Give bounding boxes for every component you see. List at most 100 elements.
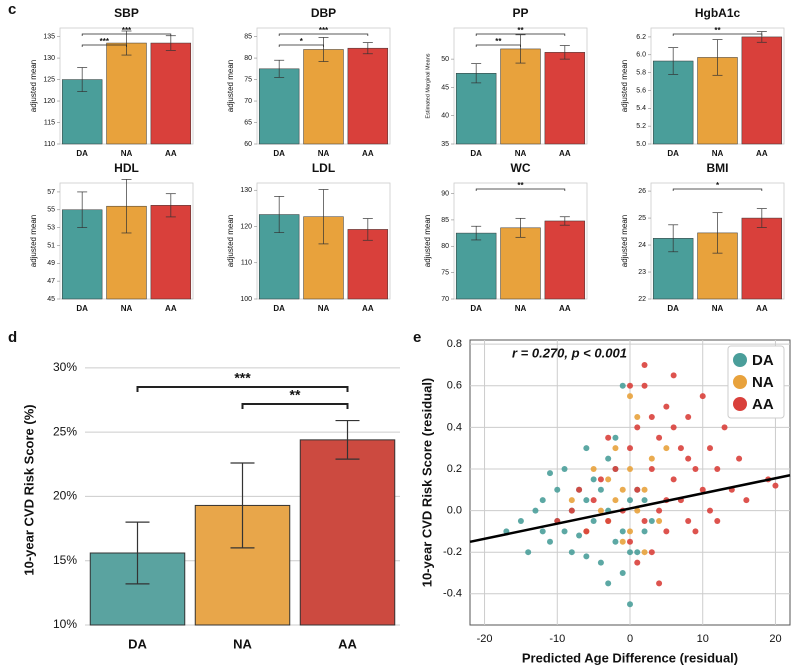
significance-label: *** [234, 370, 251, 386]
point [583, 553, 590, 560]
bar [500, 48, 541, 145]
point [641, 361, 648, 368]
y-tick-label: 25 [638, 215, 646, 222]
point [627, 382, 633, 389]
x-tick-label: 10 [697, 633, 709, 645]
y-tick-label: 5.4 [636, 105, 646, 112]
point [583, 497, 590, 504]
point [605, 517, 612, 524]
significance-label: *** [319, 26, 329, 35]
y-tick-label: 115 [44, 119, 55, 126]
point [627, 497, 633, 504]
point [721, 424, 728, 431]
point [561, 465, 568, 472]
point [627, 601, 633, 608]
point [612, 465, 619, 472]
bar [741, 217, 783, 300]
y-tick-label: 70 [244, 98, 252, 105]
significance-label: ** [495, 37, 502, 46]
point [597, 486, 604, 493]
x-tick-label: NA [318, 304, 330, 313]
bar [652, 60, 694, 145]
y-tick-label: 26 [638, 188, 646, 195]
x-tick-label: DA [76, 304, 88, 313]
chart-title: PP [512, 6, 528, 20]
y-tick-label: 45 [47, 296, 55, 303]
x-tick-label: NA [712, 304, 724, 313]
significance-label: ** [714, 26, 721, 35]
point [619, 569, 626, 576]
y-tick-label: 85 [244, 33, 252, 40]
y-tick-label: 5.6 [636, 87, 646, 94]
bar [106, 42, 147, 145]
x-tick-label: AA [165, 149, 177, 158]
x-tick-label: DA [273, 149, 285, 158]
legend-label: NA [752, 374, 774, 391]
x-tick-label: AA [756, 304, 768, 313]
point [619, 382, 626, 389]
y-tick-label: 6.0 [636, 52, 646, 59]
point [656, 507, 663, 514]
significance-label: * [300, 37, 304, 46]
y-tick-label: 85 [441, 217, 449, 224]
bar [652, 238, 694, 300]
significance-bracket [278, 44, 324, 47]
bar [455, 73, 497, 145]
point [539, 497, 546, 504]
x-tick-label: DA [667, 149, 679, 158]
point [576, 486, 583, 493]
point [612, 497, 619, 504]
x-tick-label: DA [128, 636, 147, 651]
chart-title: WC [511, 161, 531, 175]
significance-label: ** [517, 181, 524, 190]
bar [455, 232, 497, 300]
x-tick-label: NA [515, 304, 527, 313]
bar [347, 229, 389, 300]
bar [741, 36, 783, 145]
point [583, 528, 590, 535]
point [627, 538, 633, 545]
point [772, 482, 779, 489]
point [634, 486, 641, 493]
point [619, 486, 626, 493]
point [663, 528, 670, 535]
x-tick-label: NA [712, 149, 724, 158]
y-axis-label: adjusted mean [226, 60, 235, 112]
significance-label: ** [290, 387, 301, 403]
point [568, 497, 575, 504]
x-axis-label: Predicted Age Difference (residual) [522, 650, 738, 665]
point [590, 465, 597, 472]
y-axis-label: adjusted mean [620, 60, 629, 112]
significance-label: *** [100, 37, 110, 46]
point [612, 538, 619, 545]
y-tick-label: 47 [47, 278, 55, 285]
significance-label: *** [122, 26, 132, 35]
y-tick-label: 22 [638, 296, 646, 303]
y-tick-label: 5.2 [636, 123, 646, 130]
y-tick-label: -0.2 [443, 546, 462, 558]
bar [303, 49, 344, 145]
point [627, 549, 633, 556]
y-tick-label: 49 [47, 260, 55, 267]
significance-bracket [81, 33, 172, 36]
x-tick-label: NA [121, 304, 133, 313]
y-tick-label: 15% [53, 553, 77, 567]
x-tick-label: NA [233, 636, 252, 651]
x-tick-label: -10 [549, 633, 565, 645]
x-tick-label: DA [470, 149, 482, 158]
y-tick-label: 0.0 [447, 504, 462, 516]
y-tick-label: 65 [244, 119, 252, 126]
point [641, 486, 648, 493]
point [714, 517, 721, 524]
y-tick-label: 75 [441, 269, 449, 276]
x-tick-label: DA [470, 304, 482, 313]
chart-title: BMI [707, 161, 729, 175]
y-tick-label: 40 [441, 113, 449, 120]
x-tick-label: AA [756, 149, 768, 158]
point [641, 497, 648, 504]
point [590, 497, 597, 504]
legend-label: AA [752, 396, 774, 413]
point [707, 445, 713, 452]
y-axis-label: adjusted mean [620, 215, 629, 267]
point [648, 455, 655, 462]
